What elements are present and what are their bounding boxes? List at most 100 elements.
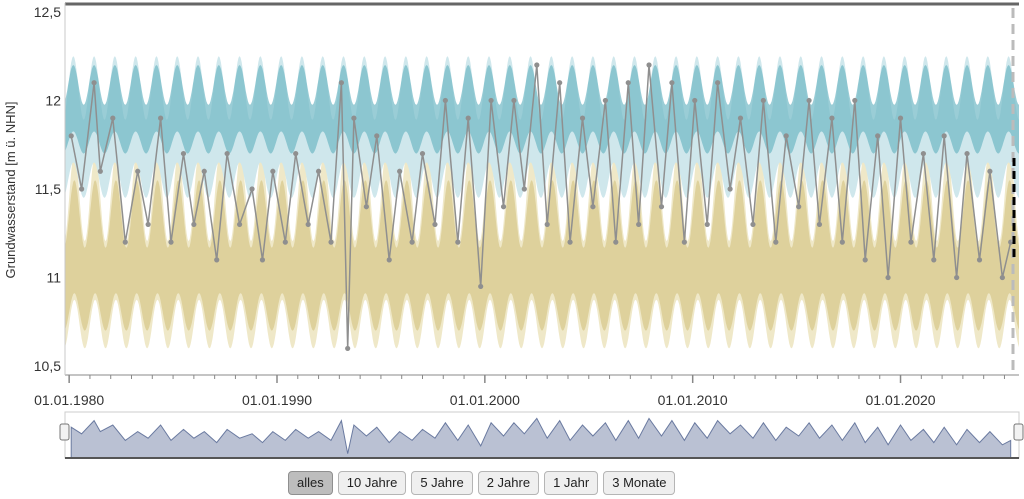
measurement-point [328, 239, 334, 245]
measurement-series[interactable] [68, 62, 1014, 352]
measurement-point [534, 62, 540, 68]
measurement-point [488, 97, 494, 104]
measurement-point [727, 186, 733, 192]
y-axis-label: Grundwasserstand [m ü. NHN] [3, 101, 18, 278]
navigator-handle-left[interactable] [59, 423, 70, 441]
range-button-2-years[interactable]: 2 Jahre [477, 471, 540, 495]
y-tick-label: 12,5 [34, 4, 61, 20]
measurement-point [602, 97, 608, 104]
measurement-point [885, 274, 891, 281]
navigator[interactable] [59, 411, 1024, 459]
measurement-point [931, 257, 937, 263]
measurement-point [270, 168, 276, 174]
measurement-point [567, 239, 573, 245]
measurement-point [613, 239, 619, 245]
measurement-point [658, 204, 665, 210]
measurement-point [839, 239, 845, 245]
measurement-point [681, 239, 687, 245]
measurement-point [455, 239, 461, 245]
measurement-point [590, 204, 596, 210]
y-tick-label: 12 [45, 92, 61, 108]
measurement-point [646, 62, 652, 68]
measurement-point [862, 257, 868, 263]
upper-band-inner [65, 65, 1019, 154]
x-tick-label: 01.01.1990 [242, 392, 312, 408]
navigator-series [70, 417, 1012, 458]
measurement-point [79, 186, 85, 192]
measurement-point [941, 133, 947, 139]
plot-area [64, 2, 1019, 376]
measurement-point [397, 168, 403, 174]
measurement-point [315, 168, 322, 174]
measurement-point [760, 97, 766, 104]
measurement-point [987, 168, 993, 174]
measurement-point [579, 115, 586, 121]
measurement-point [625, 80, 631, 86]
measurement-point [180, 150, 187, 157]
measurement-point [750, 221, 756, 228]
y-tick-label: 10,5 [34, 358, 61, 374]
navigator-handle-right[interactable] [1013, 423, 1024, 441]
measurement-point [168, 239, 174, 245]
measurement-point [544, 221, 550, 228]
measurement-point [191, 221, 197, 228]
measurement-point [68, 133, 74, 139]
measurement-point [201, 168, 207, 174]
measurement-point [236, 221, 243, 228]
measurement-point [773, 239, 779, 245]
x-tick-label: 01.01.2020 [865, 392, 935, 408]
x-tick-label: 01.01.2000 [450, 392, 520, 408]
measurement-point [386, 257, 392, 263]
measurement-point [442, 97, 448, 104]
measurement-point [806, 97, 812, 104]
measurement-point [816, 221, 823, 228]
groundwater-chart: 10,5 11 11,5 12 12,5 01.01.1980 01.01.1990 01.… [3, 2, 1024, 459]
measurement-point [964, 150, 970, 157]
measurement-point [636, 221, 642, 228]
range-button-all[interactable]: alles [288, 471, 333, 495]
measurement-point [145, 221, 151, 228]
y-tick-label: 11,5 [35, 181, 61, 197]
range-button-1-year[interactable]: 1 Jahr [544, 471, 599, 495]
measurement-point [908, 239, 914, 245]
measurement-point [122, 239, 128, 245]
measurement-point [783, 133, 789, 139]
seasonal-bands [65, 56, 1019, 349]
measurement-point [500, 204, 507, 210]
measurement-point [259, 257, 266, 263]
measurement-point [110, 115, 116, 121]
range-button-3-months[interactable]: 3 Monate [603, 471, 676, 495]
measurement-point [374, 133, 380, 139]
measurement-point [875, 133, 881, 139]
navigator-area [70, 417, 1012, 458]
measurement-point [91, 80, 97, 86]
measurement-point [557, 80, 563, 86]
range-button-10-years[interactable]: 10 Jahre [337, 471, 407, 495]
measurement-point [920, 150, 926, 157]
measurement-point [224, 150, 230, 157]
x-axis: 01.01.1980 01.01.1990 01.01.2000 01.01.2010… [34, 375, 1005, 408]
measurement-point [158, 115, 164, 121]
y-axis: 10,5 11 11,5 12 12,5 [34, 4, 61, 374]
range-button-5-years[interactable]: 5 Jahre [411, 471, 473, 495]
x-tick-label: 01.01.1980 [34, 392, 104, 408]
measurement-point [363, 204, 369, 210]
measurement-point [852, 97, 858, 104]
measurement-point [999, 274, 1005, 281]
measurement-point [338, 80, 345, 86]
y-tick-label: 11 [46, 270, 61, 286]
measurement-point [521, 186, 527, 192]
measurement-point [432, 221, 438, 228]
measurement-point [715, 80, 721, 86]
measurement-point [692, 97, 698, 104]
measurement-point [954, 274, 960, 281]
measurement-point [976, 257, 983, 263]
measurement-point [351, 115, 357, 121]
measurement-point [409, 239, 415, 245]
measurement-point [465, 115, 471, 121]
measurement-point [249, 186, 255, 192]
range-selector: alles 10 Jahre 5 Jahre 2 Jahre 1 Jahr 3 … [288, 471, 676, 495]
measurement-point [737, 115, 744, 121]
measurement-point [897, 115, 904, 121]
measurement-point [419, 150, 426, 157]
